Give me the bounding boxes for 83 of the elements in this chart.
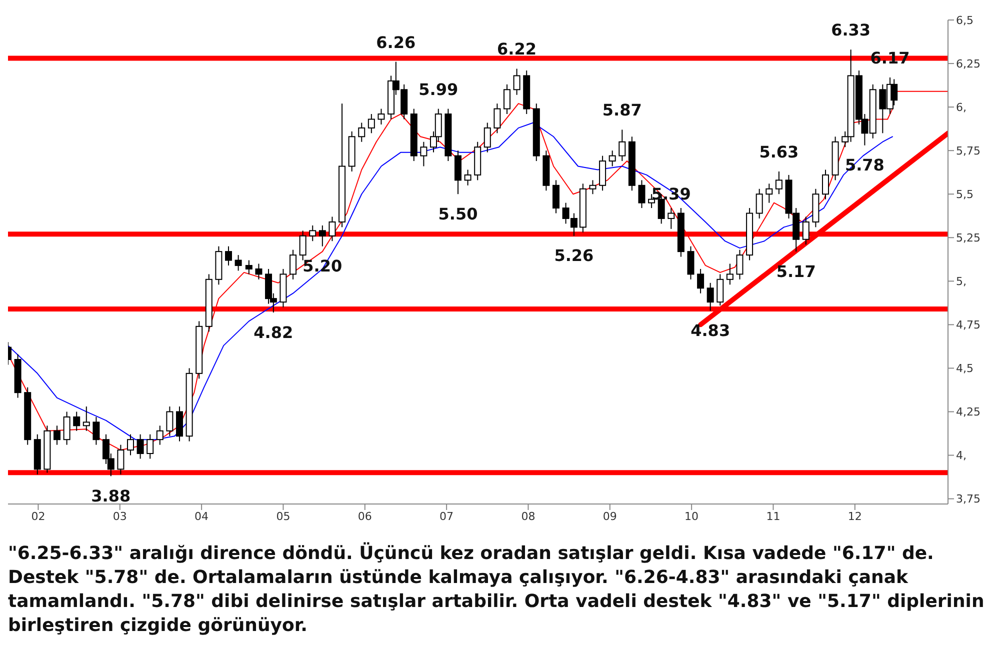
candlestick [464,169,472,186]
candlestick [589,180,596,195]
candlestick [166,406,174,437]
candlestick [503,84,510,115]
x-tick-label: 05 [276,510,290,523]
candlestick [245,260,252,275]
candlestick [706,282,714,312]
candlestick [234,254,242,272]
candlestick [318,224,326,247]
candlestick [290,249,297,280]
x-tick-label: 11 [766,510,780,523]
candlestick [82,406,90,432]
y-tick-label: 5,75 [956,144,980,158]
candlestick [358,122,366,142]
candlestick [136,434,144,460]
annotation: 5.87 [602,100,642,120]
x-tick-label: 04 [194,510,209,523]
text: "6.25-6.33" aralığı dirence döndü. Üçüncü kez oradan satışlar geldi. Kısa vadede "6.17" de. Destek "5.78" de. Ortalamaların üstünde kalmaya çalışıyor. "6.26-4.83" arasındaki çanak tamamlandı. "5.78" dibi delinirse satışlar artabilir. Orta vadeli destek "4.83" ve "5.17" diplerinin birleştiren çizgide görünüyor. [8,542,986,638]
annotation: 6.33 [831,20,871,40]
y-tick-label: 5, [956,275,966,288]
candlestick [668,208,675,230]
candlestick [484,122,491,153]
x-tick-label: 07 [440,510,454,523]
y-tick-label: 6,5 [956,14,974,27]
candlestick [638,180,646,209]
candlestick [726,263,734,286]
candlestick [328,216,336,242]
candlestick [255,263,262,280]
annotation: 6.26 [376,32,416,52]
y-tick-label: 4,75 [956,318,980,332]
x-tick-label: 09 [602,510,617,523]
y-tick-label: 6, [956,100,966,114]
annotation: 5.26 [554,246,594,266]
y-tick-label: 4, [956,449,966,462]
candlestick [73,411,80,432]
x-tick-label: 02 [31,510,46,523]
x-tick-label: 08 [521,510,536,523]
candlestick [618,129,626,162]
candlestick [225,246,232,266]
annotation: 5.99 [418,80,458,99]
annotation: 4.82 [254,322,294,342]
candlestick [802,216,810,246]
candlestick [697,268,704,294]
candlestick [552,180,560,214]
candlestick [299,230,306,261]
x-tick-label: 12 [848,510,862,523]
candlestick [822,169,829,200]
candlestick [368,114,375,134]
annotation: 5.50 [438,204,478,224]
candlestick [736,249,744,280]
candlestick [687,246,694,280]
candlestick [63,411,70,446]
x-tick-label: 06 [358,510,372,523]
candlestick [494,103,501,134]
candlestick [378,108,385,125]
candlestick [146,434,154,460]
y-tick-label: 5,5 [956,188,974,202]
candlestick [92,416,100,446]
annotation: 3.88 [91,486,131,506]
candlestick [775,170,782,195]
y-tick-label: 5,25 [956,232,980,245]
y-tick-label: 3,75 [956,492,980,506]
candlestick [756,188,763,219]
annotation: 6.22 [497,40,537,59]
candlestick [890,78,898,106]
annotation: 5.17 [776,262,816,281]
candlestick [420,141,428,167]
candlestick [608,150,616,167]
y-tick-label: 4,5 [956,362,974,376]
x-tick-label: 03 [112,510,127,523]
candlestick [716,274,724,306]
candlestick [117,444,124,475]
candlestick [156,425,164,446]
candlestick [127,434,134,456]
annotation: 4.83 [690,321,730,340]
annotation: 5.63 [759,142,799,162]
candlestick [54,425,60,446]
y-tick-label: 4,25 [956,406,980,419]
candlestick [513,68,520,96]
candlestick [766,183,773,204]
x-tick-label: 10 [684,510,699,523]
candlestick [309,224,316,242]
y-tick-label: 6,25 [956,57,980,70]
